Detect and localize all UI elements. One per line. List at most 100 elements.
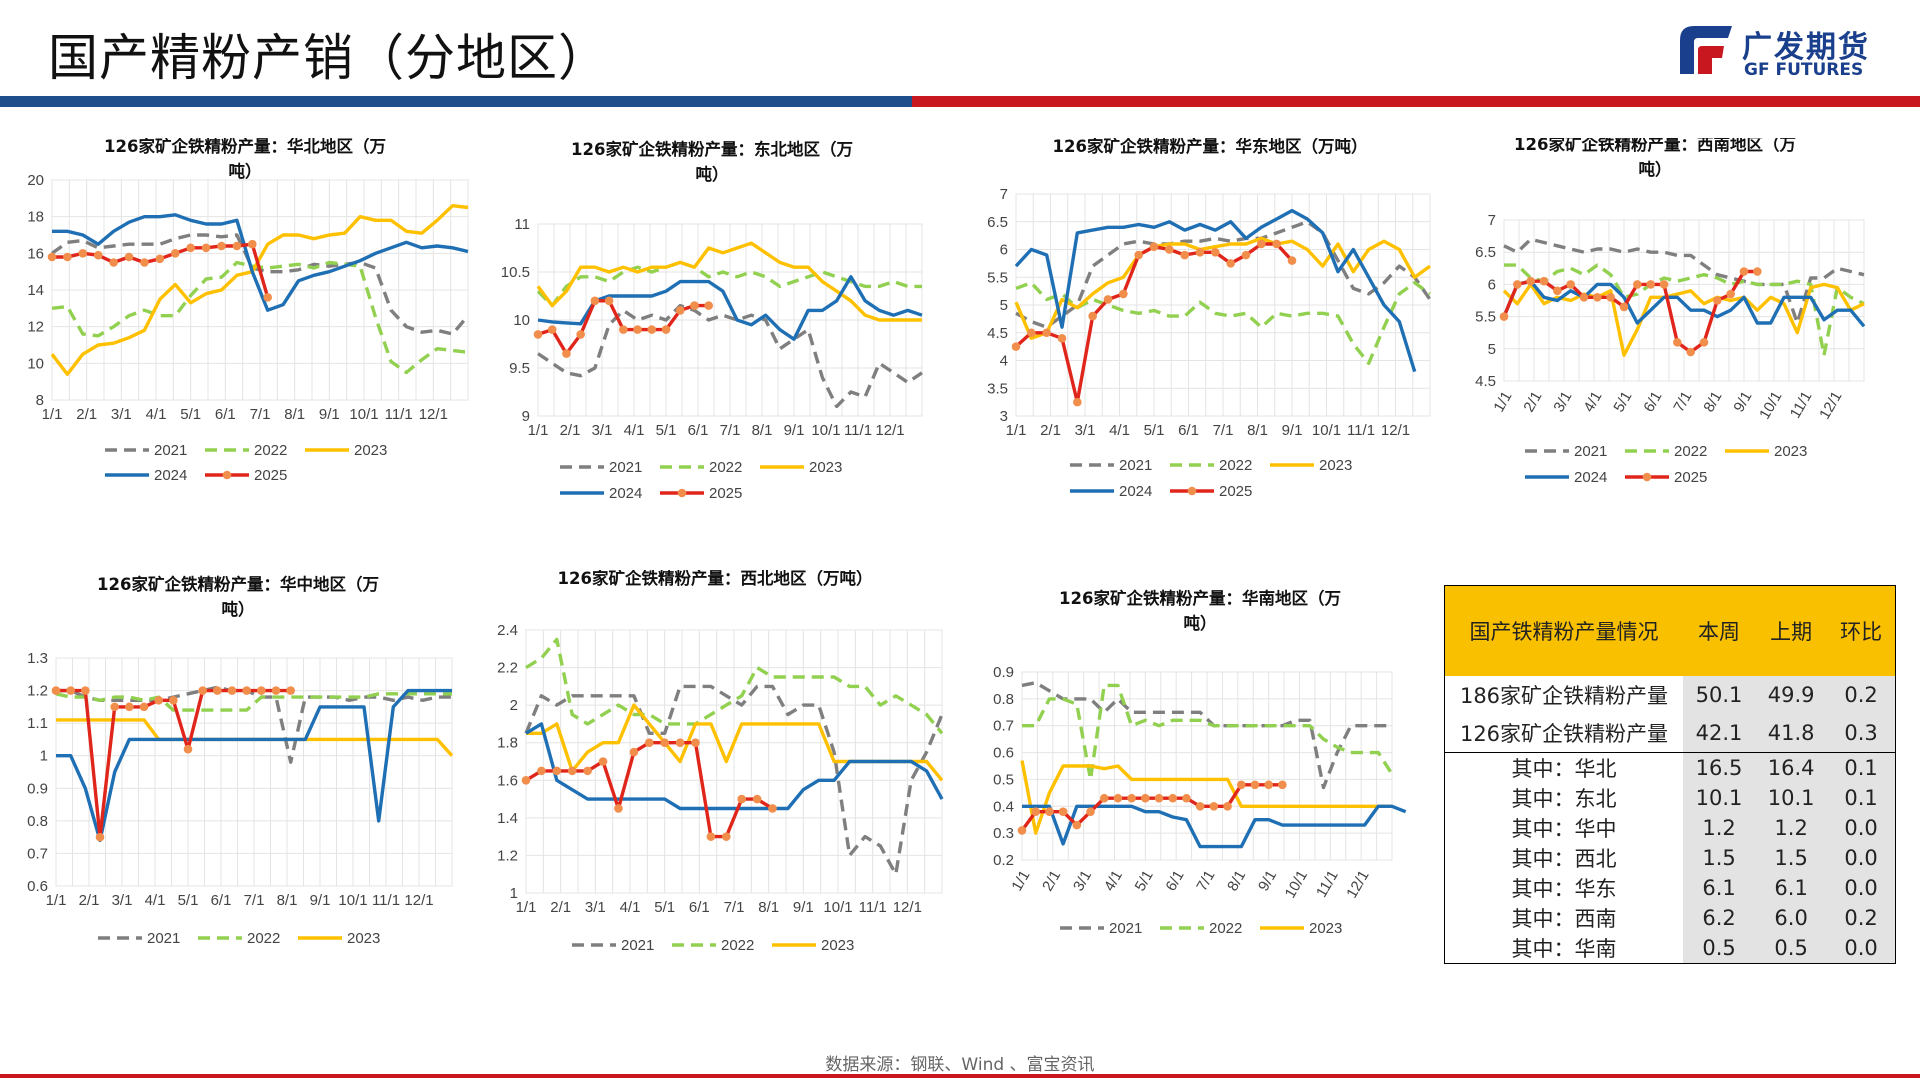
x-tick-label: 3/1 xyxy=(592,422,613,439)
x-tick-label: 10/1 xyxy=(1756,389,1785,423)
series-point-2025 xyxy=(1165,245,1174,254)
y-tick-label: 5.5 xyxy=(987,269,1008,286)
table-cell-value: 6.2 xyxy=(1683,903,1756,933)
y-tick-label: 0.7 xyxy=(993,718,1014,735)
series-point-2025 xyxy=(257,686,266,695)
series-point-2025 xyxy=(109,258,118,267)
series-point-2025 xyxy=(1713,296,1722,305)
chart-huazhong: 126家矿企铁精粉产量：华中地区（万 吨） 0.6 0.7 0.8 0.9 1 1.1 1.2 1… xyxy=(0,570,480,950)
series-point-2025 xyxy=(1017,826,1027,835)
chart-title: 126家矿企铁精粉产量：西北地区（万吨） xyxy=(558,570,873,588)
x-tick-label: 3/1 xyxy=(112,892,133,909)
x-tick-label: 10/1 xyxy=(1312,422,1341,439)
summary-header-row: 国产铁精粉产量情况 本周 上期 环比 xyxy=(1445,586,1895,676)
x-tick-label: 9/1 xyxy=(1282,422,1303,439)
series-point-2025 xyxy=(691,738,700,748)
series-line-2024 xyxy=(525,722,944,811)
series-point-2025 xyxy=(1633,280,1642,289)
header-bar-red xyxy=(912,96,1920,107)
series-line-2025 xyxy=(525,740,774,839)
series-line-2021 xyxy=(524,684,944,876)
x-tick-label: 12/1 xyxy=(875,422,904,439)
y-tick-label: 1.1 xyxy=(27,715,48,732)
chart-title: 126家矿企铁精粉产量：东北地区（万 xyxy=(571,139,853,159)
legend-label: 2021 xyxy=(1109,920,1142,937)
chart-svg: 126家矿企铁精粉产量：华东地区（万吨） 3 3.5 4 4.5 5 5.5 6 6.5 7 1/1… xyxy=(987,138,1432,500)
series-point-2025 xyxy=(1499,312,1509,321)
series-point-2025 xyxy=(1566,280,1575,289)
x-tick-label: 5/1 xyxy=(180,406,201,423)
chart-svg: 126家矿企铁精粉产量：华北地区（万吨） 8 10 12 14 16 18 20 1/1 2/1 3… xyxy=(27,138,470,484)
series-line-2024 xyxy=(1014,208,1417,373)
x-tick-label: 4/1 xyxy=(624,422,645,439)
x-tick-label: 12/1 xyxy=(893,899,922,916)
x-tick-label: 11/1 xyxy=(859,899,887,916)
series-point-2025 xyxy=(66,686,75,695)
series-point-2025 xyxy=(1264,780,1273,790)
series-point-2025 xyxy=(1154,793,1164,803)
table-cell-name: 126家矿企铁精粉产量 xyxy=(1459,722,1669,746)
table-row: 126家矿企铁精粉产量 42.1 41.8 0.3 xyxy=(1445,714,1895,753)
series-point-2025 xyxy=(1182,793,1191,803)
x-tick-label: 11/1 xyxy=(1787,389,1816,422)
legend-label: 2022 xyxy=(1209,920,1242,937)
x-tick-label: 7/1 xyxy=(724,899,745,916)
legend-label: 2021 xyxy=(154,442,187,459)
x-tick-label: 2/1 xyxy=(76,406,97,423)
y-tick-label: 4 xyxy=(1000,353,1008,370)
series-point-2025 xyxy=(1180,250,1189,260)
legend-marker-2025 xyxy=(222,470,232,480)
series-point-2025 xyxy=(1278,780,1287,790)
legend-label: 2023 xyxy=(1319,457,1352,474)
series-point-2025 xyxy=(1241,250,1251,260)
series-point-2025 xyxy=(1141,793,1150,803)
series-point-2025 xyxy=(232,241,242,251)
series-point-2025 xyxy=(768,804,777,813)
series-point-2025 xyxy=(271,686,281,695)
x-tick-label: 8/1 xyxy=(277,892,298,909)
table-cell-value: 10.1 xyxy=(1683,783,1756,813)
series-point-2025 xyxy=(690,301,699,310)
y-tick-label: 0.8 xyxy=(27,813,48,830)
y-tick-label: 9.5 xyxy=(509,360,530,377)
series-point-2025 xyxy=(562,349,571,358)
table-cell-name: 其中：华南 xyxy=(1511,937,1617,961)
y-tick-label: 1.3 xyxy=(27,650,48,667)
series-point-2025 xyxy=(1113,793,1123,803)
series-point-2025 xyxy=(47,252,57,262)
series-point-2025 xyxy=(1209,801,1219,811)
legend-label: 2025 xyxy=(1674,469,1707,486)
y-tick-label: 16 xyxy=(27,245,44,262)
y-tick-label: 9 xyxy=(522,408,530,425)
x-tick-label: 9/1 xyxy=(784,422,805,439)
series-point-2025 xyxy=(1673,338,1682,347)
series-point-2025 xyxy=(567,766,577,776)
series-point-2025 xyxy=(1134,250,1143,260)
table-row: 其中：华北 16.5 16.4 0.1 xyxy=(1445,752,1895,783)
chart-title: 吨） xyxy=(222,599,255,619)
x-tick-label: 8/1 xyxy=(752,422,773,439)
series-point-2025 xyxy=(521,775,531,785)
chart-xinan: 126家矿企铁精粉产量：西南地区（万 吨） 4.5 5 5.5 6 6.5 7 1/1 2/1 3/… xyxy=(1440,138,1920,508)
x-tick-label: 8/1 xyxy=(758,899,779,916)
series-point-2025 xyxy=(1042,328,1051,338)
legend-label: 2025 xyxy=(1219,483,1252,500)
series-point-2025 xyxy=(619,325,628,334)
series-point-2025 xyxy=(647,325,657,334)
legend-marker-2025 xyxy=(677,488,687,498)
y-tick-label: 4.5 xyxy=(1475,373,1496,390)
y-tick-label: 1.6 xyxy=(497,772,518,789)
legend-label: 2021 xyxy=(1119,457,1152,474)
chart-title: 吨） xyxy=(1639,159,1672,179)
series-point-2025 xyxy=(170,249,180,258)
chart-huadong: 126家矿企铁精粉产量：华东地区（万吨） 3 3.5 4 4.5 5 5.5 6 6.5 7 1/1… xyxy=(960,138,1440,508)
series-point-2025 xyxy=(1045,807,1054,816)
series-line-2021 xyxy=(56,685,452,764)
x-tick-label: 6/1 xyxy=(1178,422,1199,439)
x-tick-label: 11/1 xyxy=(844,422,872,439)
series-point-2025 xyxy=(227,686,237,695)
gf-logo-icon xyxy=(1680,26,1732,74)
table-cell-name: 其中：华中 xyxy=(1511,817,1617,841)
table-cell-value: 6.1 xyxy=(1683,873,1756,903)
y-tick-label: 0.6 xyxy=(993,745,1014,762)
